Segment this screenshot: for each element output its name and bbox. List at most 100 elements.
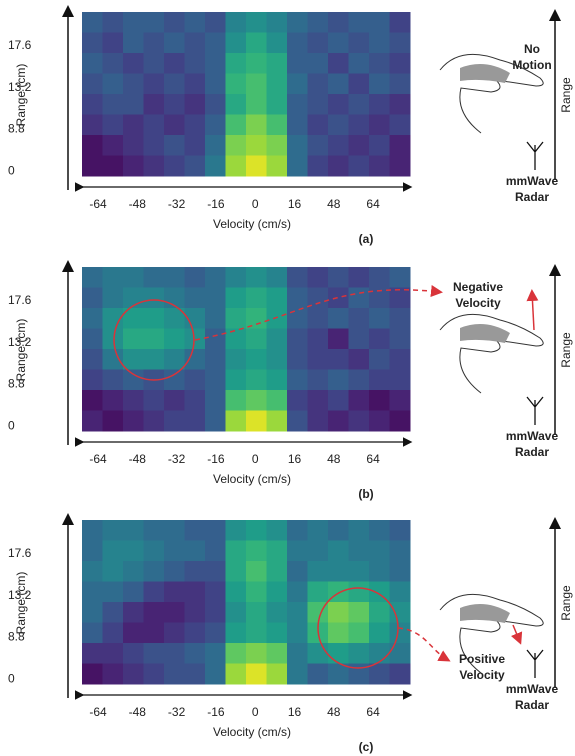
annotation: Velocity (455, 296, 501, 310)
heatmap-cell (102, 349, 124, 370)
radar-label: mmWave (506, 174, 559, 188)
heatmap-cell (266, 643, 288, 664)
heatmap-cell (348, 561, 370, 582)
heatmap-cell (389, 561, 411, 582)
hand-outline (439, 593, 544, 674)
heatmap-cell (205, 540, 226, 562)
heatmap-cell (389, 328, 411, 350)
heatmap-cell (102, 622, 124, 644)
heatmap-cell (328, 287, 349, 309)
heatmap-cell (328, 308, 349, 329)
heatmap-cell (307, 643, 329, 664)
heatmap-cell (143, 643, 165, 664)
x-tick-label: -16 (207, 452, 225, 466)
heatmap-cell (164, 390, 185, 411)
heatmap-cell (328, 602, 349, 623)
heatmap-cell (164, 622, 185, 644)
heatmap-cell (287, 114, 308, 136)
heatmap-cell (123, 602, 144, 623)
heatmap-cell (369, 643, 390, 664)
annotation: Positive (459, 652, 505, 666)
hand-shade (460, 324, 510, 343)
heatmap-cell (123, 390, 144, 411)
heatmap-cell (307, 369, 329, 391)
heatmap-cell (102, 581, 124, 603)
heatmap-cell (164, 581, 185, 603)
heatmap-cell (184, 32, 206, 54)
heatmap-cell (184, 349, 206, 370)
annotation: No (524, 42, 540, 56)
heatmap-cell (82, 287, 103, 309)
heatmap-cell (82, 349, 103, 370)
heatmap-cell (266, 520, 288, 541)
radar-label: mmWave (506, 682, 559, 696)
heatmap-cell (82, 561, 103, 582)
heatmap-cell (369, 53, 390, 74)
heatmap-cell (225, 643, 247, 664)
heatmap-cell (143, 155, 165, 177)
heatmap-cell (328, 561, 349, 582)
heatmap-cell (205, 410, 226, 432)
heatmap-cell (307, 94, 329, 115)
x-tick-label: -32 (168, 197, 186, 211)
heatmap-cell (184, 581, 206, 603)
heatmap-cell (123, 581, 144, 603)
heatmap-cell (328, 390, 349, 411)
heatmap-cell (287, 643, 308, 664)
range-label: Range (559, 77, 573, 113)
heatmap-cell (82, 369, 103, 391)
heatmap-cell (164, 520, 185, 541)
heatmap-cell (307, 155, 329, 177)
range-label: Range (559, 585, 573, 621)
heatmap-cell (143, 53, 165, 74)
heatmap-cell (389, 540, 411, 562)
heatmap-cell (102, 267, 124, 288)
heatmap-cell (287, 53, 308, 74)
heatmap-cell (102, 73, 124, 95)
radar-label: mmWave (506, 429, 559, 443)
heatmap-cell (102, 53, 124, 74)
heatmap-cell (205, 663, 226, 685)
heatmap-cell (184, 155, 206, 177)
y-tick-label: 8.8 (8, 122, 25, 136)
heatmap-cell (225, 94, 247, 115)
heatmap-cell (287, 663, 308, 685)
heatmap-cell (369, 663, 390, 685)
heatmap-cell (164, 73, 185, 95)
x-tick-label: -48 (129, 452, 147, 466)
heatmap-cell (143, 561, 165, 582)
heatmap-cell (389, 155, 411, 177)
heatmap-cell (389, 390, 411, 411)
heatmap-cell (205, 12, 226, 33)
heatmap-cell (225, 520, 247, 541)
heatmap-cell (246, 622, 267, 644)
heatmap-cell (307, 308, 329, 329)
heatmap-cell (389, 520, 411, 541)
x-axis-label: Velocity (cm/s) (213, 472, 291, 486)
heatmap-cell (123, 663, 144, 685)
heatmap-cell (82, 328, 103, 350)
heatmap-cell (389, 267, 411, 288)
heatmap-cell (369, 520, 390, 541)
x-tick-label: 16 (288, 705, 302, 719)
heatmap-cell (287, 32, 308, 54)
heatmap-cell (102, 135, 124, 156)
heatmap-cell (266, 155, 288, 177)
heatmap-cell (389, 349, 411, 370)
y-tick-label: 0 (8, 671, 15, 685)
heatmap-cell (246, 540, 267, 562)
heatmap-cell (82, 267, 103, 288)
heatmap-cell (225, 114, 247, 136)
heatmap-cell (205, 287, 226, 309)
heatmap-cell (389, 53, 411, 74)
heatmap-cell (143, 520, 165, 541)
heatmap-cell (389, 135, 411, 156)
heatmap-cell (287, 135, 308, 156)
hand-shade (460, 64, 510, 83)
heatmap-cell (369, 308, 390, 329)
heatmap-cell (123, 94, 144, 115)
x-tick-label: -48 (129, 705, 147, 719)
heatmap-cell (246, 73, 267, 95)
heatmap-cell (123, 622, 144, 644)
heatmap-cell (123, 135, 144, 156)
